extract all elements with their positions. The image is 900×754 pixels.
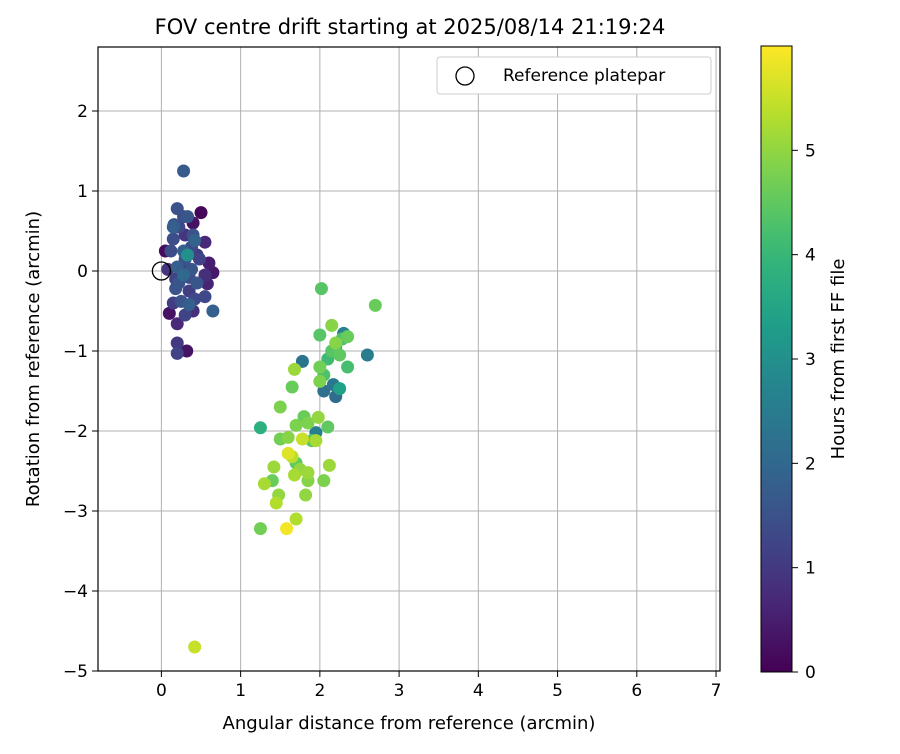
colorbar xyxy=(760,45,793,673)
y-axis-ticks: −5 −4 −3 −2 −1 0 1 2 xyxy=(63,102,98,682)
data-point xyxy=(333,348,347,362)
data-point xyxy=(311,410,325,424)
x-tick-label: 5 xyxy=(552,681,563,701)
x-tick-label: 7 xyxy=(711,681,722,701)
y-tick-label: −4 xyxy=(63,582,88,602)
data-point xyxy=(181,210,195,224)
data-point xyxy=(269,496,283,510)
data-point xyxy=(194,206,208,220)
data-point xyxy=(162,306,176,320)
data-point xyxy=(192,252,206,266)
colorbar-label: Hours from first FF file xyxy=(828,259,849,460)
data-point xyxy=(313,360,327,374)
colorbar-tick-label: 5 xyxy=(805,141,816,161)
legend-label: Reference platepar xyxy=(503,66,665,86)
data-point xyxy=(198,235,212,249)
colorbar-tick-label: 4 xyxy=(805,246,816,266)
legend-box xyxy=(436,56,712,95)
chart-title: FOV centre drift starting at 2025/08/14 … xyxy=(155,15,666,39)
data-point xyxy=(177,268,191,282)
data-point xyxy=(257,477,271,491)
y-tick-label: −1 xyxy=(63,342,88,362)
x-tick-label: 0 xyxy=(156,681,167,701)
data-point xyxy=(198,290,212,304)
data-point xyxy=(368,298,382,312)
colorbar-ticks: 0 1 2 3 4 5 xyxy=(792,141,816,683)
y-tick-label: 2 xyxy=(77,102,88,122)
data-point xyxy=(170,336,184,350)
data-point xyxy=(181,248,195,262)
x-tick-label: 4 xyxy=(473,681,484,701)
data-point xyxy=(313,328,327,342)
x-tick-label: 3 xyxy=(394,681,405,701)
data-point xyxy=(166,232,180,246)
y-axis-label: Rotation from reference (arcmin) xyxy=(23,211,44,507)
data-point xyxy=(301,466,315,480)
y-tick-label: −3 xyxy=(63,502,88,522)
data-point xyxy=(299,488,313,502)
plot-frame xyxy=(97,46,721,672)
data-point xyxy=(329,336,343,350)
y-tick-label: −2 xyxy=(63,422,88,442)
data-point xyxy=(360,348,374,362)
data-point xyxy=(341,330,355,344)
y-tick-label: 1 xyxy=(77,182,88,202)
data-point xyxy=(285,380,299,394)
data-point xyxy=(321,420,335,434)
data-point xyxy=(289,418,303,432)
legend: Reference platepar xyxy=(436,56,712,95)
x-tick-label: 2 xyxy=(314,681,325,701)
data-point xyxy=(289,512,303,526)
data-point xyxy=(325,318,339,332)
data-point xyxy=(182,298,196,312)
data-point xyxy=(188,234,202,248)
legend-marker-icon xyxy=(455,66,475,86)
data-point xyxy=(288,362,302,376)
x-tick-label: 6 xyxy=(631,681,642,701)
data-point xyxy=(273,400,287,414)
data-point xyxy=(170,202,184,216)
data-point xyxy=(170,317,184,331)
data-point xyxy=(313,374,327,388)
data-point xyxy=(281,430,295,444)
data-point xyxy=(170,346,184,360)
data-point xyxy=(309,434,323,448)
data-point xyxy=(267,460,281,474)
y-tick-label: −5 xyxy=(63,662,88,682)
colorbar-tick-label: 1 xyxy=(805,559,816,579)
data-point xyxy=(281,446,295,460)
data-point xyxy=(188,640,202,654)
data-point xyxy=(253,522,267,536)
data-point xyxy=(164,244,178,258)
data-point xyxy=(322,458,336,472)
data-point xyxy=(295,354,309,368)
colorbar-tick-label: 2 xyxy=(805,454,816,474)
data-point xyxy=(280,522,294,536)
data-point xyxy=(333,382,347,396)
data-point xyxy=(301,416,315,430)
data-point xyxy=(178,308,192,322)
colorbar-tick-label: 0 xyxy=(805,663,816,683)
data-point xyxy=(295,432,309,446)
data-point xyxy=(288,468,302,482)
data-point xyxy=(166,220,180,234)
data-point xyxy=(317,474,331,488)
x-axis-ticks: 0 1 2 3 4 5 6 7 xyxy=(156,671,721,701)
reference-platepar-marker xyxy=(151,261,172,281)
data-point xyxy=(190,276,204,290)
data-point xyxy=(253,421,267,435)
y-tick-label: 0 xyxy=(77,262,88,282)
scatter-points xyxy=(158,164,382,654)
colorbar-tick-label: 3 xyxy=(805,350,816,370)
data-point xyxy=(341,360,355,374)
data-point xyxy=(177,164,191,178)
data-point xyxy=(198,268,212,282)
data-point xyxy=(314,282,328,296)
x-axis-label: Angular distance from reference (arcmin) xyxy=(223,713,596,734)
x-tick-label: 1 xyxy=(235,681,246,701)
data-point xyxy=(206,304,220,318)
